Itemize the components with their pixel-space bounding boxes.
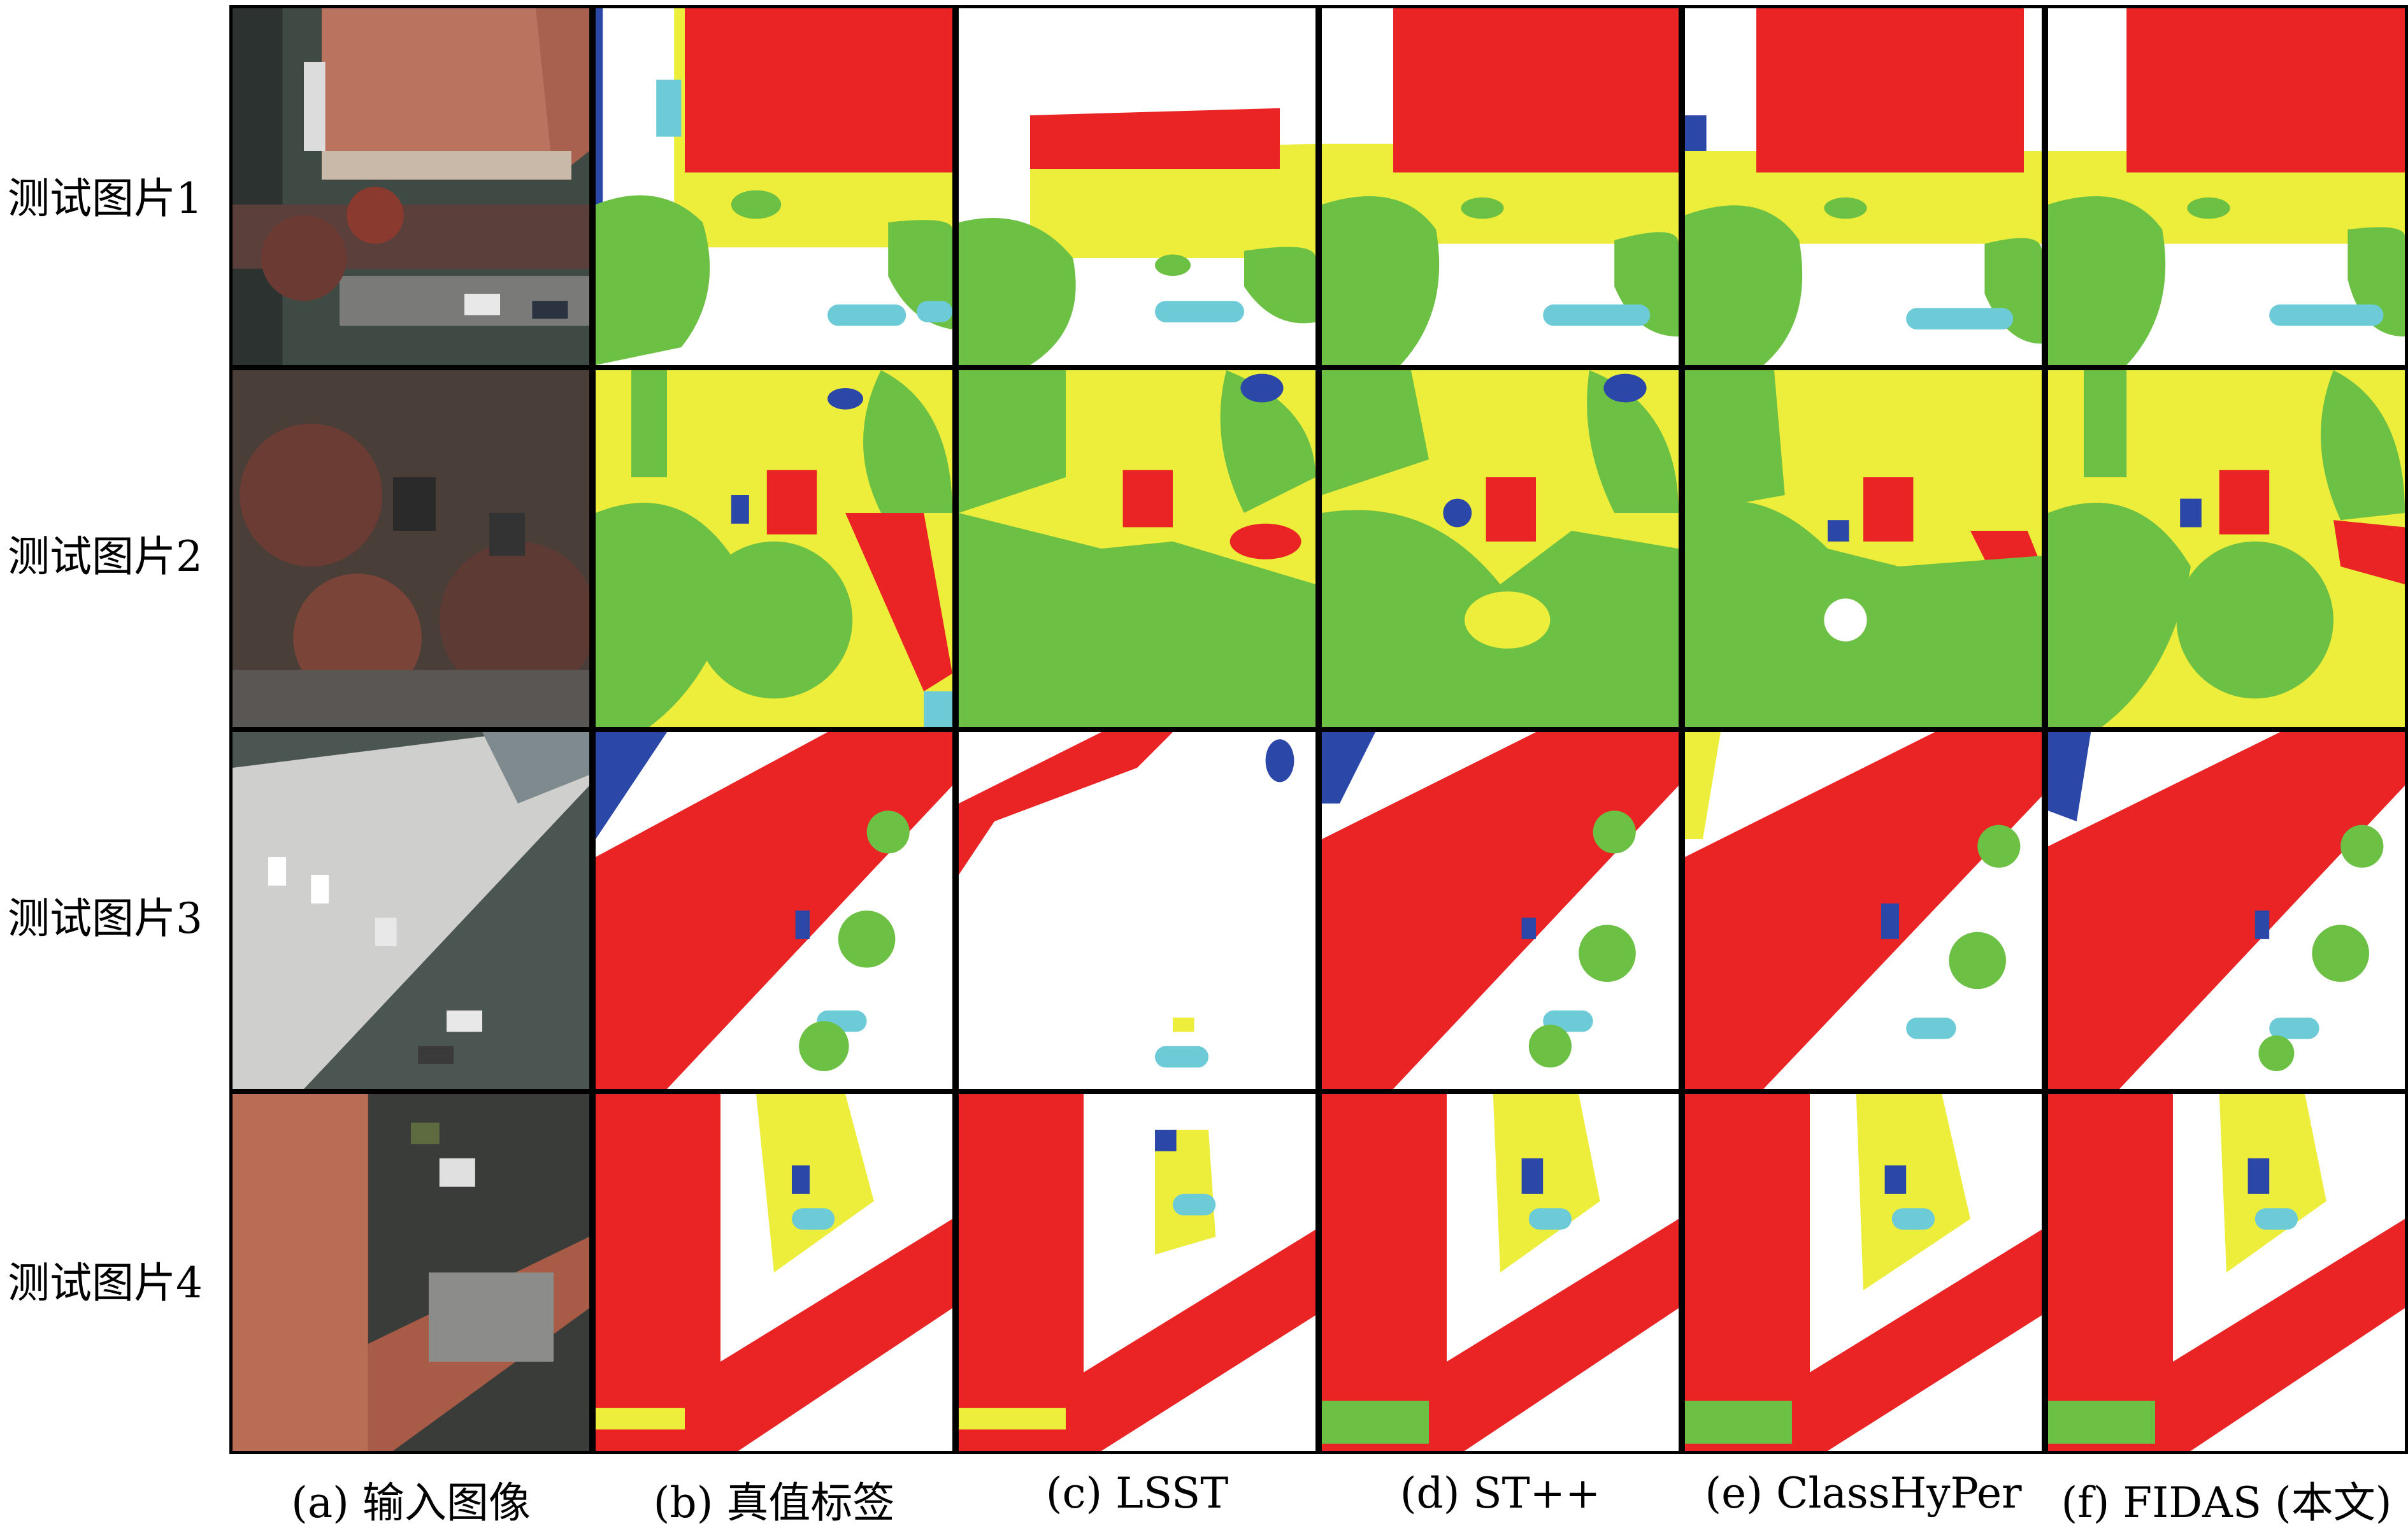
segmentation-comparison-grid [229, 5, 2408, 1457]
row1-stpp-prediction [1319, 5, 1682, 368]
row2-ground-truth [592, 367, 956, 730]
row3-lsst-prediction [956, 729, 1319, 1092]
row2-classhyper-prediction [1682, 367, 2045, 730]
row3-classhyper-prediction [1682, 729, 2045, 1092]
row1-classhyper-prediction [1682, 5, 2045, 368]
row-label-2: 测试图片2 [8, 532, 203, 581]
row4-stpp-prediction [1319, 1091, 1682, 1454]
row2-input-image [229, 367, 592, 730]
row4-classhyper-prediction [1682, 1091, 2045, 1454]
row2-fidas-prediction [2045, 367, 2408, 730]
row-label-4: 测试图片4 [8, 1258, 203, 1308]
row3-input-image [229, 729, 592, 1092]
row4-ground-truth [592, 1091, 956, 1454]
row-label-3: 测试图片3 [8, 894, 203, 943]
row1-input-image [229, 5, 592, 368]
row4-input-image [229, 1091, 592, 1454]
column-label-fidas: (f) FIDAS (本文) [2061, 1478, 2392, 1527]
row4-lsst-prediction [956, 1091, 1319, 1454]
row3-stpp-prediction [1319, 729, 1682, 1092]
row-label-1: 测试图片1 [8, 174, 203, 223]
column-label-stpp: (d) ST++ [1400, 1469, 1601, 1518]
row2-stpp-prediction [1319, 367, 1682, 730]
column-label-classhyper: (e) ClassHyPer [1705, 1469, 2022, 1518]
row1-lsst-prediction [956, 5, 1319, 368]
column-label-ground-truth: (b) 真值标签 [653, 1478, 895, 1527]
row2-lsst-prediction [956, 367, 1319, 730]
row3-ground-truth [592, 729, 956, 1092]
row1-fidas-prediction [2045, 5, 2408, 368]
column-label-lsst: (c) LSST [1045, 1469, 1229, 1518]
row3-fidas-prediction [2045, 729, 2408, 1092]
row1-ground-truth [592, 5, 956, 368]
column-label-input: (a) 输入图像 [291, 1478, 531, 1527]
row4-fidas-prediction [2045, 1091, 2408, 1454]
